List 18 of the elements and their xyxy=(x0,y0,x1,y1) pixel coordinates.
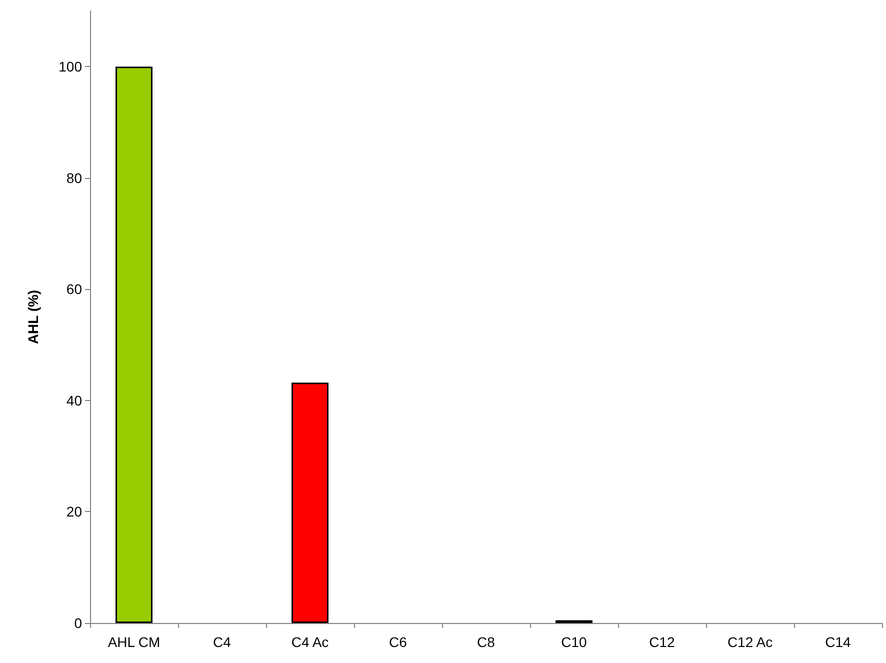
y-tick-label: 0 xyxy=(74,615,82,631)
y-tick-label: 80 xyxy=(66,170,82,186)
x-tick-label: C12 Ac xyxy=(727,634,773,650)
x-tick-label: C8 xyxy=(477,634,496,650)
y-tick-label: 60 xyxy=(66,281,82,298)
y-axis-title: AHL (%) xyxy=(25,290,41,344)
y-tick-label: 100 xyxy=(58,58,82,75)
bar xyxy=(292,382,328,623)
x-tick-label: C10 xyxy=(561,634,588,650)
x-tick-label: C12 xyxy=(649,634,676,650)
x-tick-label: C14 xyxy=(825,634,852,650)
bar xyxy=(116,66,152,623)
y-tick-label: 40 xyxy=(66,392,82,408)
y-tick-label: 20 xyxy=(66,504,82,520)
x-tick-label: C6 xyxy=(389,634,408,650)
x-tick-label: AHL CM xyxy=(108,634,160,650)
x-tick-label: C4 xyxy=(213,634,232,650)
x-tick-label: C4 Ac xyxy=(291,634,329,650)
